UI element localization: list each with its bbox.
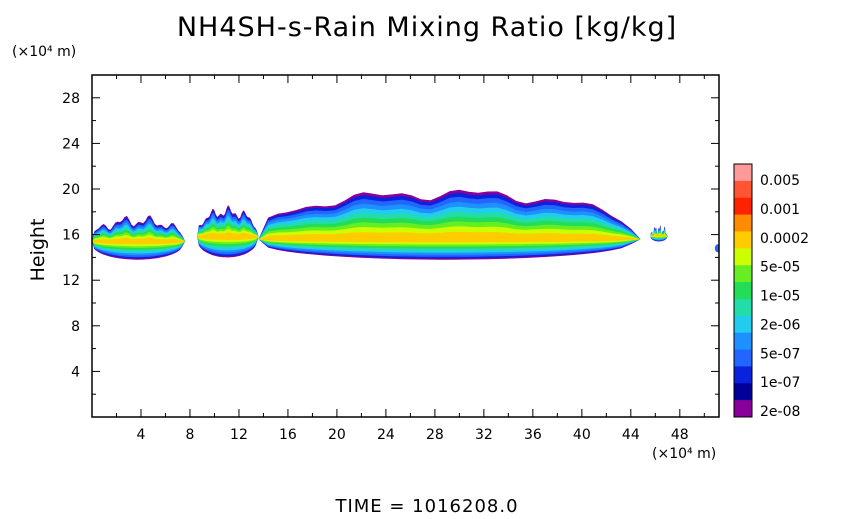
colorbar-swatch bbox=[734, 366, 752, 384]
x-tick-label: 20 bbox=[328, 427, 346, 443]
colorbar: 0.005 0.001 0.0002 5e-05 1e-05 2e-06 5e-07 1e-0… bbox=[733, 163, 809, 420]
y-tick-label: 8 bbox=[71, 319, 80, 335]
colorbar-label: 5e-07 bbox=[760, 346, 800, 362]
x-tick-label: 4 bbox=[137, 427, 146, 443]
time-label: TIME = 1016208.0 bbox=[335, 496, 519, 517]
y-tick-label: 24 bbox=[62, 136, 80, 152]
colorbar-label: 2e-08 bbox=[760, 404, 800, 420]
y-tick-label: 4 bbox=[71, 364, 80, 380]
colorbar-label: 1e-05 bbox=[760, 289, 800, 305]
x-tick-label: 8 bbox=[186, 427, 195, 443]
colorbar-swatch bbox=[734, 298, 752, 317]
colorbar-label: 2e-06 bbox=[760, 317, 800, 333]
field-contour-2-9 bbox=[258, 231, 641, 243]
colorbar-swatch bbox=[734, 231, 752, 249]
colorbar-label: 0.0002 bbox=[760, 231, 809, 247]
y-axis-unit: (×10⁴ m) bbox=[12, 44, 77, 60]
y-tick-label: 16 bbox=[62, 228, 80, 244]
x-tick-label: 48 bbox=[671, 427, 689, 443]
x-tick-label: 24 bbox=[377, 427, 395, 443]
x-axis-unit: (×10⁴ m) bbox=[652, 446, 717, 462]
field-spot bbox=[714, 244, 719, 253]
colorbar-swatch bbox=[734, 248, 752, 266]
x-tick-label: 12 bbox=[230, 427, 248, 443]
chart-title: NH4SH-s-Rain Mixing Ratio [kg/kg] bbox=[176, 12, 678, 43]
colorbar-swatch bbox=[734, 164, 752, 182]
colorbar-swatch bbox=[734, 180, 752, 199]
x-tick-label: 44 bbox=[622, 427, 640, 443]
y-tick-label: 12 bbox=[62, 273, 80, 289]
field-contour-0-9 bbox=[92, 237, 186, 245]
x-tick-label: 36 bbox=[524, 427, 542, 443]
x-tick-label: 28 bbox=[426, 427, 444, 443]
field-contour-3-9 bbox=[650, 234, 668, 237]
colorbar-swatch bbox=[734, 265, 752, 283]
mixing-ratio-field bbox=[92, 189, 719, 260]
y-tick-label: 20 bbox=[62, 182, 80, 198]
field-contour-1-9 bbox=[197, 232, 259, 240]
colorbar-label: 5e-05 bbox=[760, 260, 800, 276]
y-tick-label: 28 bbox=[62, 91, 80, 107]
colorbar-swatch bbox=[734, 383, 752, 401]
colorbar-swatch bbox=[734, 400, 752, 418]
colorbar-swatch bbox=[734, 282, 752, 300]
colorbar-swatch bbox=[734, 332, 752, 351]
colorbar-swatch bbox=[734, 315, 752, 334]
plot-frame bbox=[91, 74, 720, 418]
colorbar-swatch bbox=[734, 349, 752, 367]
colorbar-label: 1e-07 bbox=[760, 375, 800, 391]
colorbar-swatch bbox=[734, 214, 752, 232]
x-tick-label: 40 bbox=[573, 427, 591, 443]
colorbar-swatch bbox=[734, 197, 752, 216]
colorbar-label: 0.005 bbox=[760, 173, 800, 189]
colorbar-label: 0.001 bbox=[760, 202, 800, 218]
x-tick-label: 16 bbox=[279, 427, 297, 443]
x-tick-label: 32 bbox=[475, 427, 493, 443]
colorbar-frame bbox=[733, 163, 753, 418]
